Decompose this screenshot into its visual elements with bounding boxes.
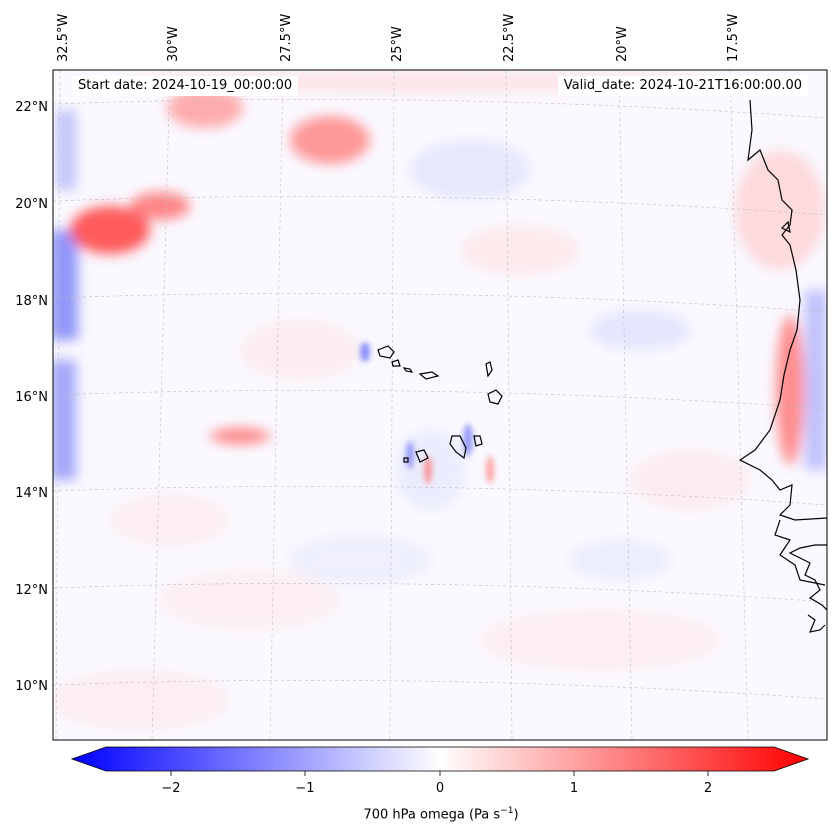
colorbar-tick-label: 0 [436,781,444,796]
sao-vicente [391,359,401,367]
colorbar-label-exp: −1 [500,806,514,816]
lat-labels: 22°N 20°N 18°N 16°N 14°N 12°N 10°N [15,100,48,694]
lat-label: 10°N [15,679,48,694]
lon-label: 20°W [615,26,630,62]
colorbar-bar [70,746,810,772]
brava [403,457,409,463]
lon-label: 30°W [166,26,181,62]
sao-nicolau [402,367,414,373]
africa-coast [738,99,827,521]
start-date-label: Start date: 2024-10-19_00:00:00 [72,76,299,96]
santiago [449,435,467,460]
lon-label: 25°W [390,26,405,62]
colorbar-tick-label: −1 [295,781,314,796]
lon-label: 27.5°W [279,14,294,62]
map-panel [53,70,827,740]
fogo [415,449,429,463]
sal-santa-luzia [418,371,440,380]
lat-label: 20°N [15,197,48,212]
valid-date-label: Valid_date: 2024-10-21T16:00:00.00 [557,76,808,96]
colorbar: −2 −1 0 1 2 [70,746,810,796]
colorbar-label: 700 hPa omega (Pa s−1) [0,806,837,822]
graticule [53,70,827,740]
guinea-coast [788,544,827,611]
lat-label: 14°N [15,486,48,501]
colorbar-label-suffix: ) [513,807,519,823]
map-frame [52,69,828,741]
lat-label: 12°N [15,583,48,598]
lon-label: 17.5°W [726,14,741,62]
lon-labels: 32.5°W 30°W 27.5°W 25°W 22.5°W 20°W 17.5… [56,14,741,62]
lat-label: 18°N [15,294,48,309]
boa-vista [487,389,503,405]
lon-label: 32.5°W [56,14,71,62]
lat-label: 22°N [15,100,48,115]
coastlines [377,99,827,633]
santo-antao [377,345,395,359]
lon-label: 22.5°W [502,14,517,62]
colorbar-tick-label: −2 [161,781,180,796]
colorbar-label-text: 700 hPa omega (Pa s [363,807,501,823]
maio [473,435,483,447]
colorbar-tick-label: 2 [704,781,712,796]
sal [485,361,493,378]
colorbar-ticks [170,771,709,776]
colorbar-tick-label: 1 [570,781,578,796]
lat-label: 16°N [15,390,48,405]
